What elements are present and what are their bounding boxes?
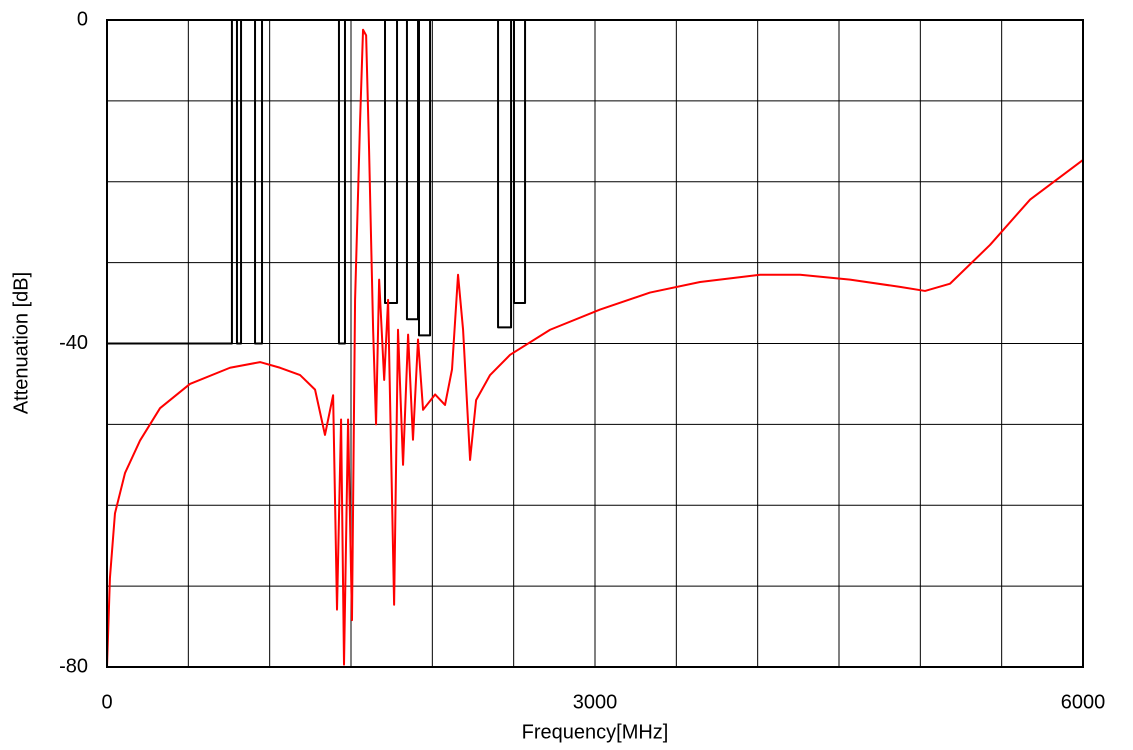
y-tick-label: -80 (59, 655, 88, 677)
x-tick-label: 6000 (1061, 691, 1106, 713)
x-axis-label: Frequency[MHz] (522, 721, 669, 743)
y-tick-label: -40 (59, 332, 88, 354)
series-line (106, 28, 1084, 668)
series-line (107, 19, 527, 345)
x-tick-label: 3000 (573, 691, 618, 713)
plot-frame (106, 19, 1084, 668)
y-tick-label: 0 (77, 8, 88, 30)
x-tick-label: 0 (101, 691, 112, 713)
y-axis-label: Attenuation [dB] (10, 272, 32, 414)
